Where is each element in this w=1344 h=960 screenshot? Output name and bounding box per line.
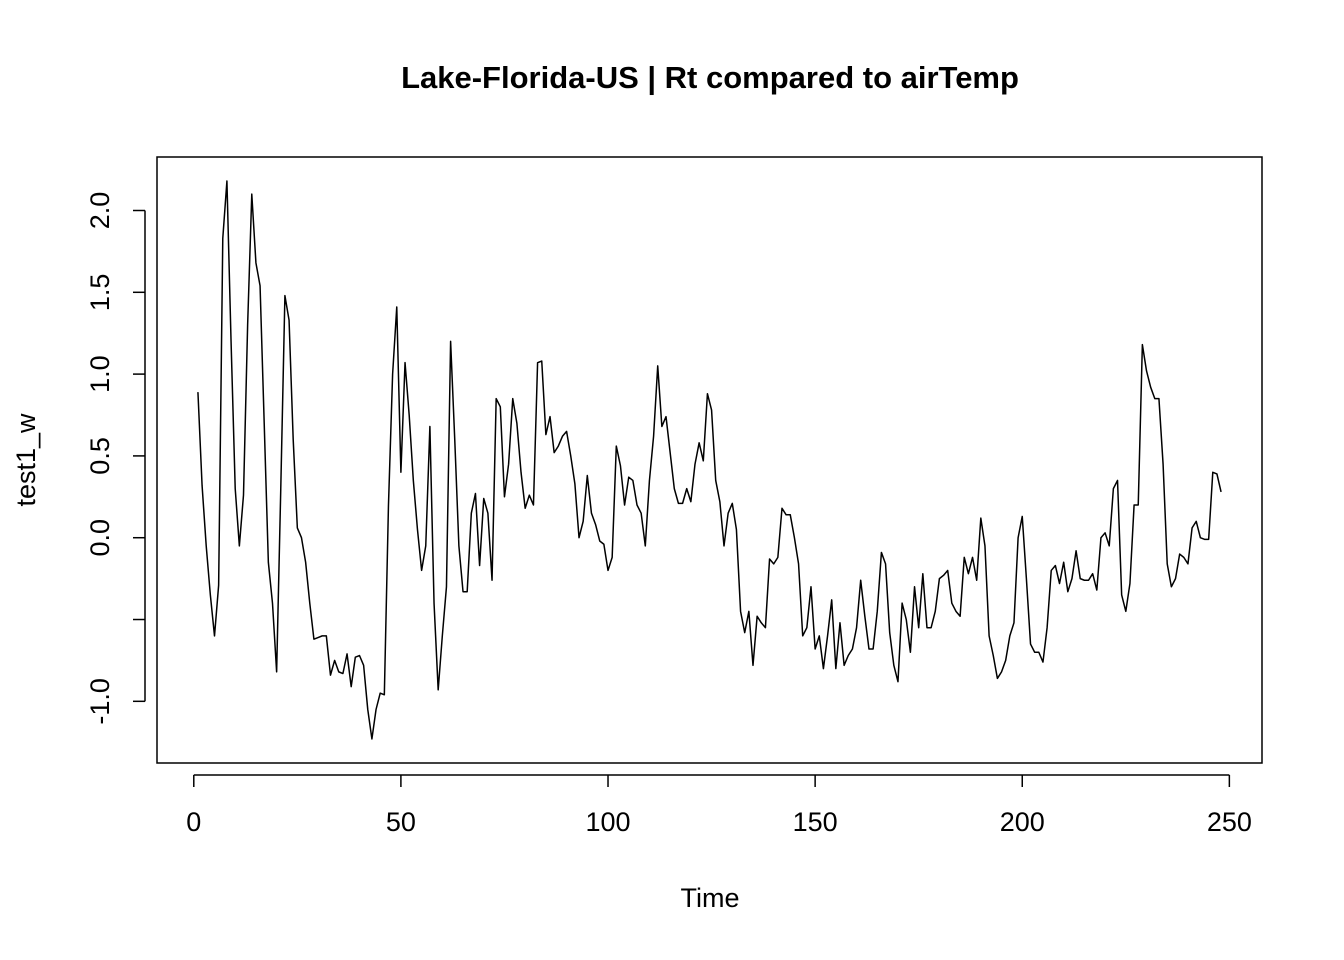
- plot-frame: [156, 156, 1263, 764]
- y-axis-label: test1_w: [11, 413, 41, 507]
- y-tick-label: 1.5: [85, 274, 115, 312]
- x-tick-label: 0: [186, 807, 201, 837]
- x-tick-label: 150: [793, 807, 838, 837]
- y-tick-label: 0.0: [85, 519, 115, 557]
- x-tick-label: 200: [1000, 807, 1045, 837]
- y-tick-label: 2.0: [85, 192, 115, 230]
- x-axis-label: Time: [681, 883, 740, 913]
- x-tick-label: 50: [386, 807, 416, 837]
- x-tick-label: 250: [1207, 807, 1252, 837]
- data-line: [197, 180, 1222, 740]
- x-tick-label: 100: [585, 807, 630, 837]
- y-tick-label: 0.5: [85, 437, 115, 475]
- chart-title: Lake-Florida-US | Rt compared to airTemp: [401, 60, 1019, 95]
- y-tick-label: 1.0: [85, 355, 115, 393]
- y-tick-label: -1.0: [85, 678, 115, 725]
